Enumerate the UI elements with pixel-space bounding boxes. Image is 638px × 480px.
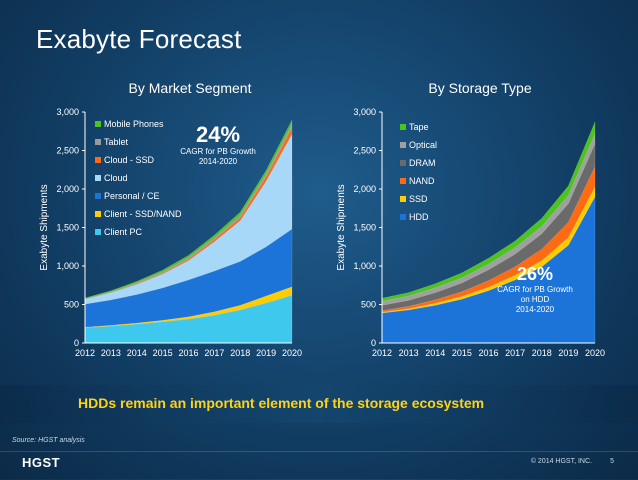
legend-label: Cloud - SSD	[104, 155, 155, 165]
market-segment-chart: 0 500 1,000 1,500 2,000 2,500 3,000 2012 2013 201…	[39, 107, 302, 358]
legend-swatch	[95, 193, 101, 199]
legend-label: DRAM	[409, 158, 436, 168]
cagr-annotation-line: 2014-2020	[516, 305, 555, 314]
legend-label: Client PC	[104, 227, 143, 237]
legend-label: Cloud	[104, 173, 128, 183]
y-tick-label: 3,000	[56, 107, 79, 117]
key-message-text: HDDs remain an important element of the …	[78, 395, 485, 411]
x-tick-label: 2018	[230, 348, 250, 358]
x-tick-label: 2019	[558, 348, 578, 358]
legend-swatch	[400, 160, 406, 166]
legend-swatch	[95, 175, 101, 181]
y-tick-label: 2,500	[56, 146, 79, 156]
legend-label: Personal / CE	[104, 191, 160, 201]
x-tick-label: 2012	[75, 348, 95, 358]
legend-label: Tape	[409, 122, 429, 132]
y-tick-label: 1,500	[56, 223, 79, 233]
x-tick-label: 2013	[101, 348, 121, 358]
cagr-annotation-line: 2014-2020	[199, 157, 238, 166]
legend-label: Optical	[409, 140, 437, 150]
key-message-banner	[0, 385, 638, 423]
footer-bar	[0, 451, 638, 480]
cagr-annotation-line: CAGR for PB Growth	[497, 285, 573, 294]
x-tick-label: 2012	[372, 348, 392, 358]
legend-label: SSD	[409, 194, 428, 204]
y-tick-label: 500	[64, 300, 79, 310]
x-tick-label: 2016	[478, 348, 498, 358]
x-tick-label: 2019	[256, 348, 276, 358]
y-tick-label: 2,500	[353, 146, 376, 156]
x-tick-label: 2017	[505, 348, 525, 358]
y-tick-label: 3,000	[353, 107, 376, 117]
market-segment-chart-title: By Market Segment	[128, 80, 252, 96]
legend-label: Mobile Phones	[104, 119, 164, 129]
copyright-text: © 2014 HGST, INC.	[530, 458, 592, 465]
hgst-logo: HGST	[22, 455, 61, 470]
x-tick-label: 2015	[153, 348, 173, 358]
legend-swatch	[95, 229, 101, 235]
y-tick-label: 1,000	[353, 261, 376, 271]
y-tick-label: 0	[74, 338, 79, 348]
x-tick-label: 2018	[532, 348, 552, 358]
x-tick-label: 2016	[178, 348, 198, 358]
cagr-percentage: 26%	[517, 264, 553, 284]
source-note: Source: HGST analysis	[12, 437, 85, 444]
legend-swatch	[95, 121, 101, 127]
y-tick-label: 1,500	[353, 223, 376, 233]
legend-swatch	[400, 214, 406, 220]
legend-swatch	[400, 178, 406, 184]
y-axis-label: Exabyte Shipments	[336, 184, 347, 270]
x-tick-label: 2013	[399, 348, 419, 358]
y-tick-label: 500	[361, 300, 376, 310]
y-tick-label: 1,000	[56, 261, 79, 271]
area-series-mobile-phones	[84, 119, 293, 300]
y-tick-label: 2,000	[353, 184, 376, 194]
cagr-percentage: 24%	[196, 122, 240, 147]
legend-label: Tablet	[104, 137, 129, 147]
legend-swatch	[400, 196, 406, 202]
legend-swatch	[400, 124, 406, 130]
area-series-tape	[381, 121, 596, 302]
storage-type-chart-title: By Storage Type	[428, 80, 532, 96]
slide-title: Exabyte Forecast	[36, 24, 242, 54]
x-tick-label: 2014	[127, 348, 147, 358]
y-tick-label: 0	[371, 338, 376, 348]
page-number: 5	[610, 458, 614, 465]
y-axis-label: Exabyte Shipments	[39, 184, 50, 270]
cagr-annotation-line: CAGR for PB Growth	[180, 147, 256, 156]
storage-type-chart: 0 500 1,000 1,500 2,000 2,500 3,000 2012 2013 201…	[336, 107, 605, 358]
x-tick-label: 2014	[425, 348, 445, 358]
legend-label: Client - SSD/NAND	[104, 209, 182, 219]
x-tick-label: 2017	[204, 348, 224, 358]
cagr-annotation-line: on HDD	[521, 295, 550, 304]
legend-label: HDD	[409, 212, 429, 222]
x-tick-label: 2020	[585, 348, 605, 358]
legend-swatch	[95, 157, 101, 163]
legend-swatch	[95, 211, 101, 217]
x-tick-label: 2015	[452, 348, 472, 358]
legend-swatch	[400, 142, 406, 148]
legend-swatch	[95, 139, 101, 145]
x-tick-label: 2020	[282, 348, 302, 358]
legend-label: NAND	[409, 176, 435, 186]
y-tick-label: 2,000	[56, 184, 79, 194]
